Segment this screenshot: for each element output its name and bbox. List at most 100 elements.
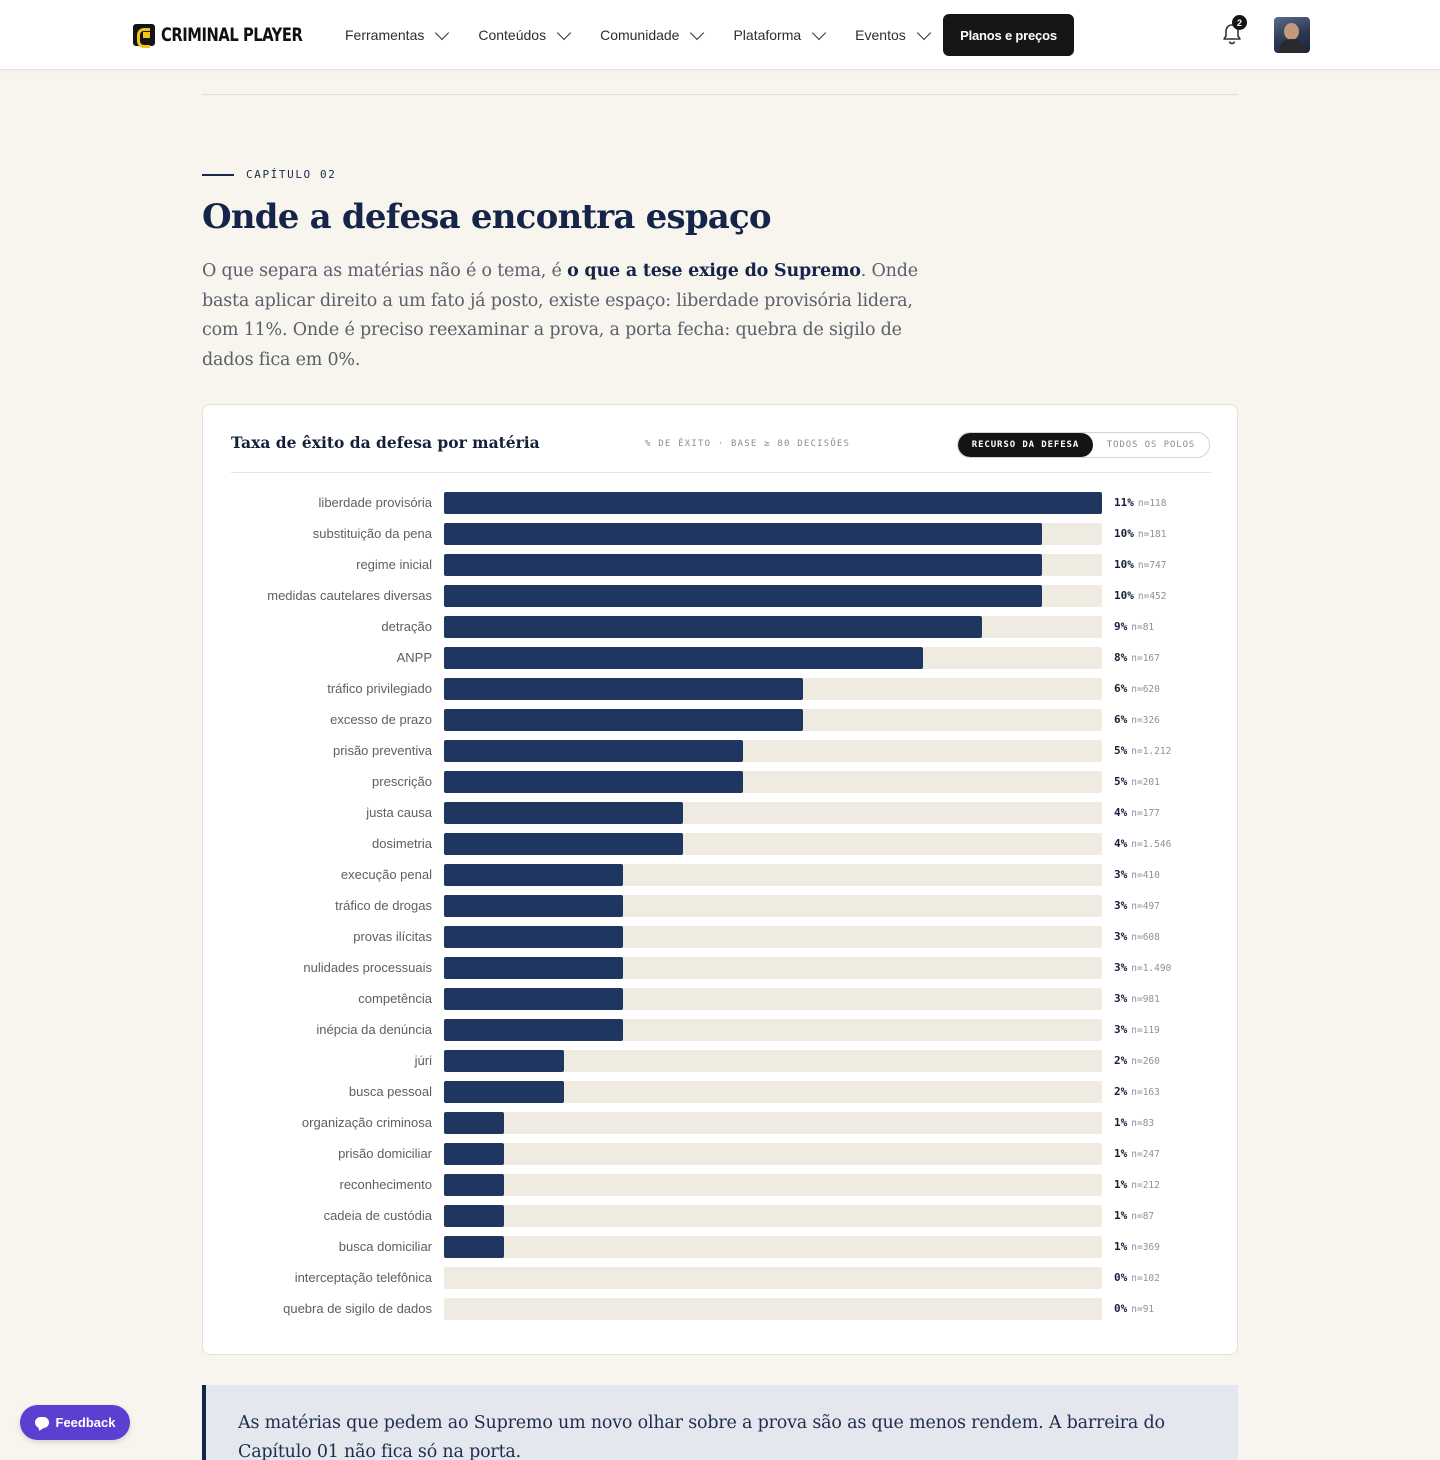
value-label: 9% n=81	[1114, 616, 1154, 638]
bar-track	[444, 771, 1102, 793]
value-label: 6% n=620	[1114, 678, 1160, 700]
category-label: regime inicial	[356, 557, 432, 572]
bar	[444, 1236, 504, 1258]
category-label: ANPP	[396, 650, 432, 665]
bar	[444, 678, 803, 700]
chart-row: excesso de prazo 6% n=326	[203, 709, 1239, 731]
category-label: excesso de prazo	[330, 712, 432, 727]
sample-size-label: n=91	[1131, 1304, 1155, 1315]
value-label: 4% n=177	[1114, 802, 1160, 824]
sample-size-label: n=119	[1131, 1025, 1160, 1036]
toggle-todos-polos[interactable]: TODOS OS POLOS	[1106, 440, 1196, 450]
nav-item-conteudos[interactable]: Conteúdos	[478, 24, 572, 46]
category-label: interceptação telefônica	[294, 1270, 432, 1285]
plans-pricing-button[interactable]: Planos e preços	[943, 14, 1074, 56]
bar-track	[444, 1174, 1102, 1196]
bar	[444, 709, 803, 731]
nav-item-ferramentas[interactable]: Ferramentas	[345, 24, 450, 46]
category-label: organização criminosa	[301, 1115, 432, 1130]
percent-label: 1%	[1114, 1240, 1128, 1253]
bar-track	[444, 1019, 1102, 1041]
nav-item-label: Ferramentas	[345, 27, 425, 43]
bar-track	[444, 678, 1102, 700]
chart-row: inépcia da denúncia 3% n=119	[203, 1019, 1239, 1041]
category-label: medidas cautelares diversas	[267, 588, 432, 603]
category-label: justa causa	[366, 805, 432, 820]
category-label: tráfico de drogas	[335, 898, 432, 913]
nav-item-eventos[interactable]: Eventos	[855, 24, 931, 46]
sample-size-label: n=1.212	[1131, 746, 1172, 757]
nav-item-label: Comunidade	[600, 27, 680, 43]
category-label: substituição da pena	[312, 526, 432, 541]
bar	[444, 740, 743, 762]
bar	[444, 864, 623, 886]
percent-label: 2%	[1114, 1054, 1128, 1067]
bar-track	[444, 1050, 1102, 1072]
bar	[444, 492, 1102, 514]
chart-row: ANPP 8% n=167	[203, 647, 1239, 669]
percent-label: 11%	[1114, 496, 1134, 509]
intro-text: . Onde basta aplicar direito a um fato j…	[202, 261, 918, 371]
sample-size-label: n=410	[1131, 870, 1160, 881]
percent-label: 3%	[1114, 868, 1128, 881]
chart-row: liberdade provisória 11% n=118	[203, 492, 1239, 514]
bar	[444, 616, 982, 638]
chart-title: Taxa de êxito da defesa por matéria	[231, 433, 540, 452]
percent-label: 10%	[1114, 589, 1134, 602]
chart-row: justa causa 4% n=177	[203, 802, 1239, 824]
nav-item-plataforma[interactable]: Plataforma	[733, 24, 827, 46]
chart-row: nulidades processuais 3% n=1.490	[203, 957, 1239, 979]
chart-row: júri 2% n=260	[203, 1050, 1239, 1072]
intro-emphasis: o que a tese exige do Supremo	[567, 261, 861, 281]
bar	[444, 523, 1042, 545]
value-label: 3% n=608	[1114, 926, 1160, 948]
category-label: prisão preventiva	[333, 743, 432, 758]
brand-logo[interactable]: CRIMINAL PLAYER	[133, 22, 325, 48]
percent-label: 0%	[1114, 1302, 1128, 1315]
percent-label: 3%	[1114, 899, 1128, 912]
feedback-button[interactable]: Feedback	[20, 1405, 130, 1440]
toggle-recurso-defesa[interactable]: RECURSO DA DEFESA	[958, 433, 1093, 457]
percent-label: 3%	[1114, 992, 1128, 1005]
sample-size-label: n=1.490	[1131, 963, 1172, 974]
value-label: 1% n=369	[1114, 1236, 1160, 1258]
bar	[444, 1143, 504, 1165]
bar-chart: liberdade provisória 11% n=118 substituição…	[203, 405, 1239, 1356]
percent-label: 5%	[1114, 744, 1128, 757]
sample-size-label: n=747	[1137, 560, 1167, 571]
percent-label: 10%	[1114, 558, 1134, 571]
percent-label: 9%	[1114, 620, 1128, 633]
category-label: competência	[358, 991, 432, 1006]
bar-track	[444, 554, 1102, 576]
bar-track	[444, 492, 1102, 514]
chart-row: substituição da pena 10% n=181	[203, 523, 1239, 545]
bar	[444, 988, 623, 1010]
chart-subtitle: % DE ÊXITO · BASE ≥ 80 DECISÕES	[645, 439, 851, 449]
percent-label: 1%	[1114, 1116, 1128, 1129]
bar-track	[444, 1236, 1102, 1258]
nav-item-comunidade[interactable]: Comunidade	[600, 24, 705, 46]
bar-track	[444, 616, 1102, 638]
user-avatar[interactable]	[1274, 17, 1310, 53]
sample-size-label: n=102	[1131, 1273, 1160, 1284]
percent-label: 8%	[1114, 651, 1128, 664]
bar-track	[444, 988, 1102, 1010]
bar-track	[444, 1143, 1102, 1165]
category-label: detração	[381, 619, 432, 634]
chapter-intro: O que separa as matérias não é o tema, é…	[202, 257, 932, 376]
percent-label: 3%	[1114, 961, 1128, 974]
category-label: cadeia de custódia	[323, 1208, 432, 1223]
bar-track	[444, 926, 1102, 948]
value-label: 4% n=1.546	[1114, 833, 1171, 855]
category-label: busca pessoal	[348, 1084, 432, 1099]
nav-item-label: Plataforma	[733, 27, 802, 43]
chart-row: execução penal 3% n=410	[203, 864, 1239, 886]
filter-toggle: RECURSO DA DEFESA TODOS OS POLOS	[957, 432, 1210, 458]
chapter-eyebrow: CAPÍTULO 02	[202, 168, 336, 181]
category-label: liberdade provisória	[318, 495, 432, 510]
bar	[444, 1081, 564, 1103]
value-label: 3% n=410	[1114, 864, 1160, 886]
chevron-down-icon	[435, 25, 450, 40]
category-label: execução penal	[340, 867, 432, 882]
chevron-down-icon	[916, 25, 931, 40]
